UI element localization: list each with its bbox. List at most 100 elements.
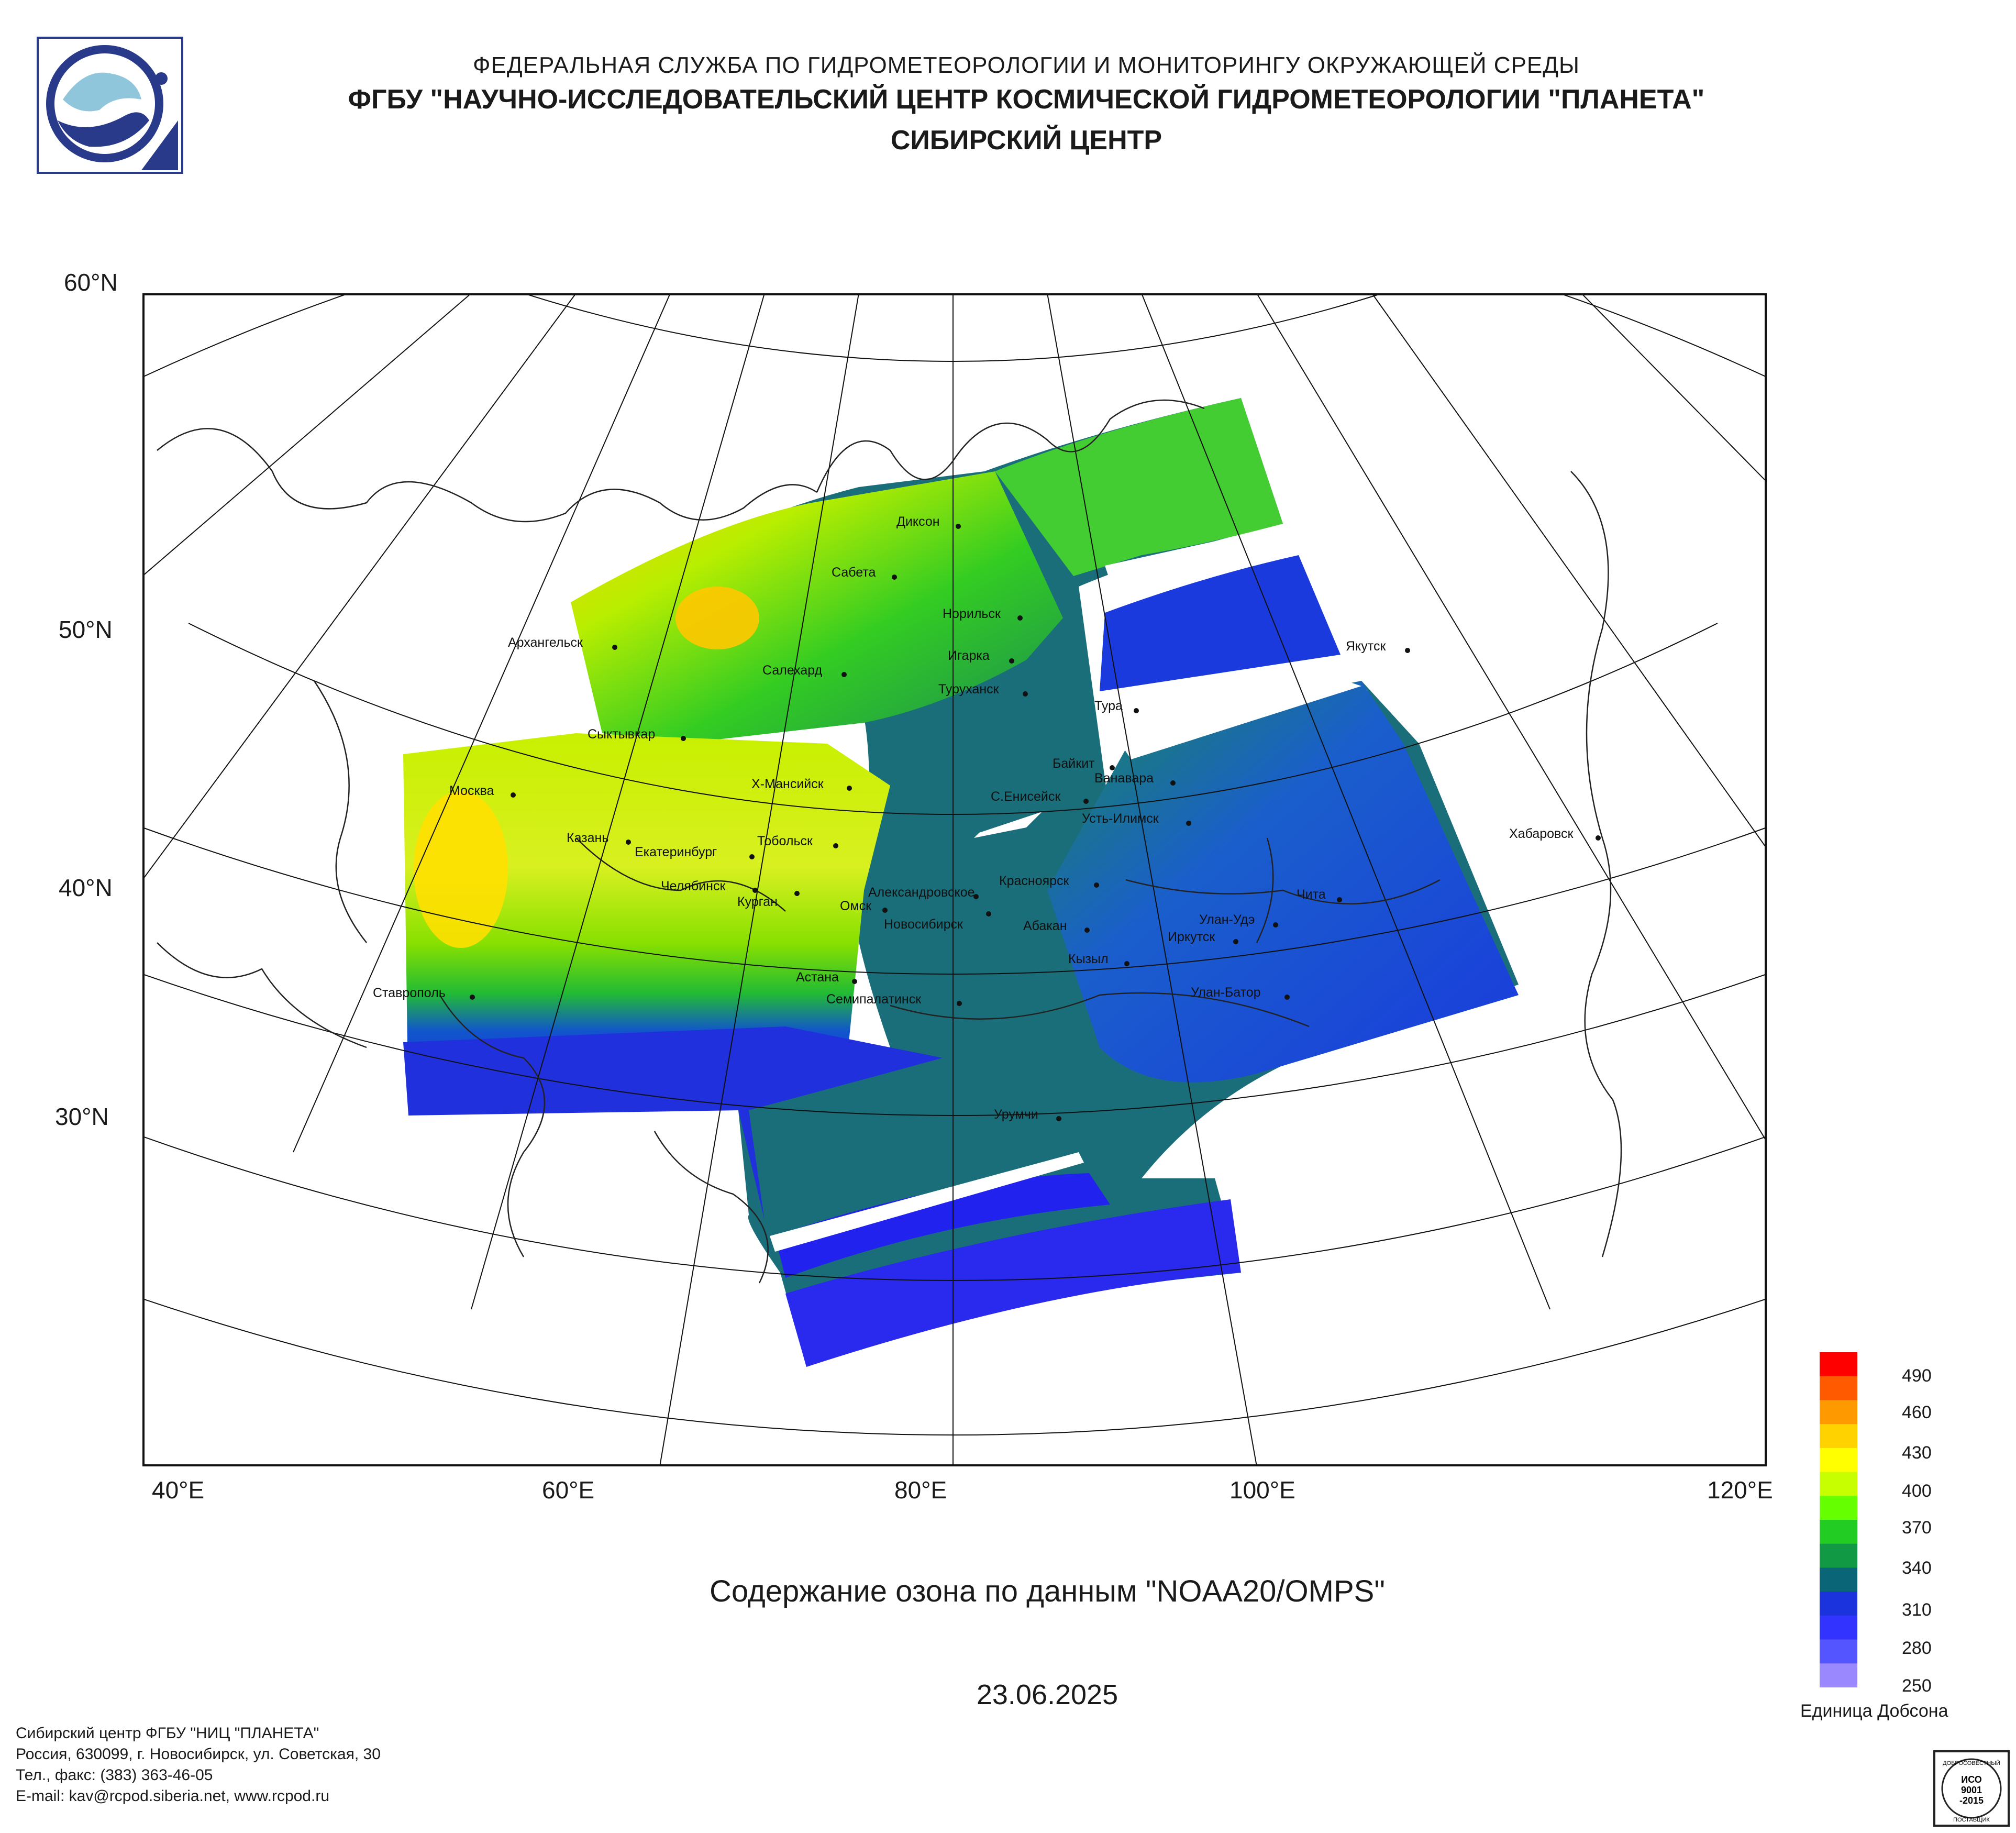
lon-label-100: 100°E — [1229, 1476, 1295, 1504]
lat-label-50: 50°N — [59, 616, 113, 643]
city-krasnoyarsk: Красноярск — [999, 874, 1099, 888]
lon-label-60: 60°E — [542, 1476, 595, 1504]
legend-swatch — [1820, 1352, 1857, 1377]
iso-top: ДОБРОСОВЕСТНЫЙ — [1943, 1760, 2000, 1766]
color-scale-bar — [1820, 1352, 1857, 1688]
city-ulan-bator: Улан-Батор — [1191, 985, 1290, 1000]
city-omsk: Омск — [840, 899, 888, 913]
legend-tick: 490 — [1902, 1366, 1932, 1386]
legend-swatch — [1820, 1520, 1857, 1544]
iso-badge: ДОБРОСОВЕСТНЫЙ ИСО 9001 -2015 ПОСТАВЩИК — [1932, 1749, 2011, 1828]
svg-text:Салехард: Салехард — [762, 663, 823, 678]
svg-text:Байкит: Байкит — [1053, 756, 1095, 771]
city-chita: Чита — [1297, 887, 1342, 902]
svg-text:Улан-Удэ: Улан-Удэ — [1199, 912, 1255, 927]
city-kh-mansiysk: Х-Мансийск — [751, 777, 852, 791]
legend-swatch — [1820, 1639, 1857, 1664]
legend-tick: 400 — [1902, 1481, 1932, 1501]
svg-text:Хабаровск: Хабаровск — [1509, 826, 1574, 841]
lon-label-80: 80°E — [894, 1476, 947, 1504]
city-irkutsk: Иркутск — [1168, 930, 1238, 944]
city-syktyvkar: Сыктывкар — [588, 727, 686, 742]
svg-text:Чита: Чита — [1297, 887, 1326, 902]
svg-text:Ванавара: Ванавара — [1094, 771, 1154, 786]
svg-text:Кызыл: Кызыл — [1068, 952, 1109, 966]
footer-contacts: Сибирский центр ФГБУ "НИЦ "ПЛАНЕТА" Росс… — [16, 1723, 381, 1807]
svg-text:Красноярск: Красноярск — [999, 874, 1070, 888]
city-abakan: Абакан — [1023, 919, 1090, 933]
svg-text:Иркутск: Иркутск — [1168, 930, 1215, 944]
legend-swatch — [1820, 1376, 1857, 1401]
legend-swatch — [1820, 1496, 1857, 1520]
city-vanavara: Ванавара — [1094, 771, 1176, 786]
svg-text:Новосибирск: Новосибирск — [884, 917, 963, 932]
legend-tick: 310 — [1902, 1600, 1932, 1620]
legend-tick: 460 — [1902, 1403, 1932, 1422]
city-ekaterinburg: Екатеринбург — [635, 845, 755, 859]
footer-phone: Тел., факс: (383) 363-46-05 — [16, 1766, 213, 1784]
legend-tick: 430 — [1902, 1443, 1932, 1463]
header-center: СИБИРСКИЙ ЦЕНТР — [890, 125, 1162, 156]
legend-swatch — [1820, 1448, 1857, 1473]
svg-text:Омск: Омск — [840, 899, 872, 913]
legend-swatch — [1820, 1567, 1857, 1593]
svg-text:Х-Мансийск: Х-Мансийск — [751, 777, 824, 791]
city-ulan-ude: Улан-Удэ — [1199, 912, 1278, 927]
legend-swatch — [1820, 1615, 1857, 1640]
svg-text:Тура: Тура — [1094, 699, 1123, 713]
city-stavropol: Ставрополь — [373, 986, 475, 1000]
city-urumchi: Урумчи — [994, 1107, 1061, 1122]
city-semipalatinsk: Семипалатинск — [826, 992, 962, 1007]
city-tura: Тура — [1094, 699, 1139, 713]
city-tobolsk: Тобольск — [757, 834, 838, 848]
header-agency: ФЕДЕРАЛЬНАЯ СЛУЖБА ПО ГИДРОМЕТЕОРОЛОГИИ … — [473, 52, 1580, 78]
legend-swatch — [1820, 1543, 1857, 1569]
city-turukhansk: Туруханск — [938, 682, 1028, 697]
graticule — [142, 293, 1767, 1466]
city-astana: Астана — [796, 970, 857, 985]
header-institute: ФГБУ "НАУЧНО-ИССЛЕДОВАТЕЛЬСКИЙ ЦЕНТР КОС… — [348, 84, 1705, 115]
legend-swatch — [1820, 1472, 1857, 1497]
svg-text:Абакан: Абакан — [1023, 919, 1067, 933]
iso-l2: 9001 — [1961, 1785, 1982, 1795]
svg-text:Туруханск: Туруханск — [938, 682, 1000, 697]
footer-org: Сибирский центр ФГБУ "НИЦ "ПЛАНЕТА" — [16, 1725, 319, 1742]
footer-address: Россия, 630099, г. Новосибирск, ул. Сове… — [16, 1746, 381, 1763]
city-kazan: Казань — [567, 831, 631, 845]
city-aleksandrovskoe: Александровское — [868, 885, 979, 900]
coastlines — [157, 399, 1622, 1284]
legend-swatch — [1820, 1424, 1857, 1449]
product-title: Содержание озона по данным "NOAA20/OMPS" — [710, 1574, 1385, 1608]
svg-text:С.Енисейск: С.Енисейск — [991, 789, 1061, 804]
svg-text:Тобольск: Тобольск — [757, 834, 813, 848]
lon-label-120: 120°E — [1707, 1476, 1773, 1504]
legend-tick: 370 — [1902, 1518, 1932, 1538]
svg-text:Якутск: Якутск — [1346, 639, 1386, 654]
svg-text:Норильск: Норильск — [943, 606, 1001, 621]
legend-unit: Единица Добсона — [1800, 1701, 1948, 1721]
svg-text:Улан-Батор: Улан-Батор — [1191, 985, 1261, 1000]
city-norilsk: Норильск — [943, 606, 1023, 621]
svg-text:Казань: Казань — [567, 831, 608, 845]
city-salekhard: Салехард — [762, 663, 847, 678]
svg-text:Сабета: Сабета — [832, 565, 876, 580]
svg-text:Екатеринбург: Екатеринбург — [635, 845, 717, 859]
ozone-swaths — [403, 398, 1519, 1367]
city-s-eniseysk: С.Енисейск — [991, 789, 1089, 804]
svg-text:Усть-Илимск: Усть-Илимск — [1082, 811, 1159, 826]
city-arkhangelsk: Архангельск — [508, 635, 617, 650]
iso-bottom: ПОСТАВЩИК — [1953, 1817, 1990, 1823]
lon-label-40: 40°E — [152, 1476, 205, 1504]
legend-tick: 340 — [1902, 1558, 1932, 1578]
lat-label-30: 30°N — [55, 1103, 109, 1130]
ozone-map: Диксон Сабета Норильск Игарка Туруханск … — [142, 293, 1767, 1467]
city-dikson: Диксон — [896, 514, 961, 529]
city-ust-ilimsk: Усть-Илимск — [1082, 811, 1191, 826]
footer-email: E-mail: kav@rcpod.siberia.net, www.rcpod… — [16, 1787, 330, 1805]
svg-text:Александровское: Александровское — [868, 885, 975, 900]
lat-label-60: 60°N — [64, 269, 118, 296]
city-igarka: Игарка — [948, 648, 1014, 664]
svg-text:Урумчи: Урумчи — [994, 1107, 1038, 1122]
city-kurgan: Курган — [737, 891, 800, 909]
svg-text:Москва: Москва — [449, 783, 494, 798]
